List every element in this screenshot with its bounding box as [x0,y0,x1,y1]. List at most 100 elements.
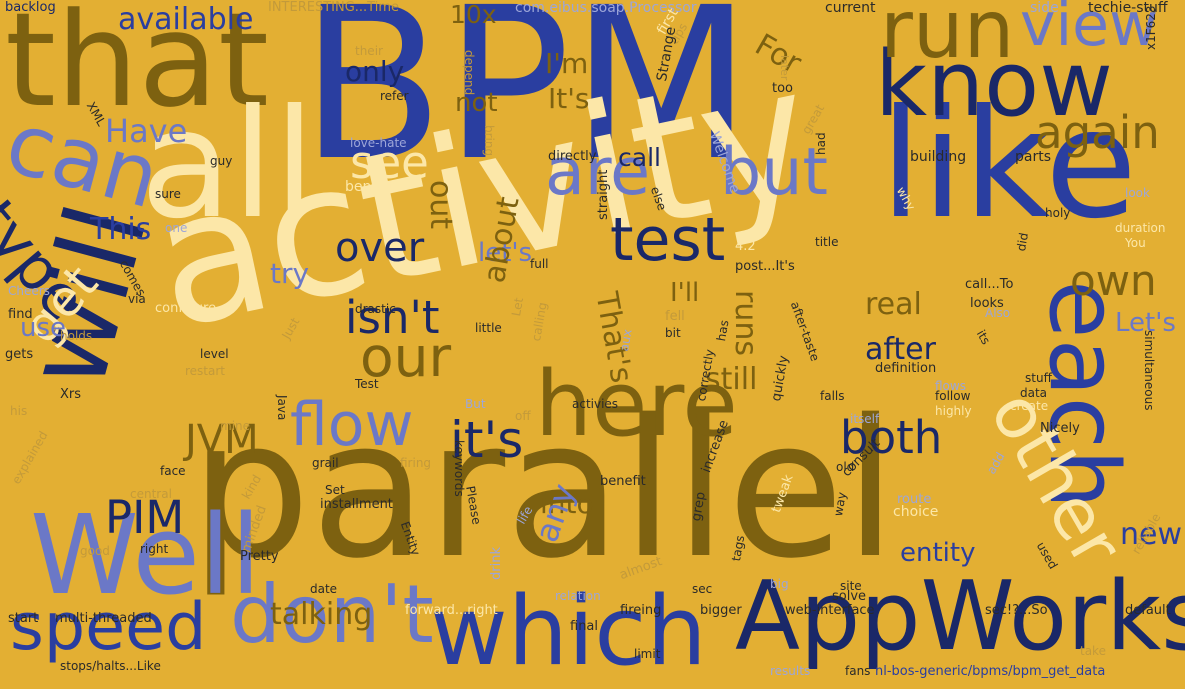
word-web-interface: web-interface [785,603,875,618]
word-love-hate: love-hate [350,136,407,150]
word-all: all [140,78,316,252]
word-runs: runs [728,290,763,356]
word-bigger: bigger [700,603,742,618]
word-create: create [1010,399,1049,413]
word-our: our [360,325,452,389]
word-look: look [1125,186,1150,200]
word-still: still [705,362,758,397]
word-parallel: parallel [190,379,897,600]
word-bring: bring [482,125,496,157]
word-see: see [350,136,429,189]
word-building: building [910,149,967,165]
word-not: not [455,88,498,118]
word-highly: highly [935,404,972,418]
word-one: one [165,221,188,235]
word-call-to: call...To [965,277,1014,292]
word-title: title [815,235,839,249]
word-depend: depend [462,50,476,96]
word-i-ll: I'll [670,278,700,308]
word-flow: flow [290,390,414,460]
word-available: available [118,2,254,37]
word-central: central [130,487,172,501]
word-know: know [875,32,1113,137]
word-holds: holds [60,329,93,343]
word-nl-bos-generic-bpms-bpm-get-data: nl-bos-generic/bpms/bpm_get_data [875,664,1106,679]
word-try: try [270,257,310,290]
word-10x: 10x [450,0,497,29]
word-fell: fell [665,309,685,324]
word-xrs: Xrs [60,387,82,402]
word-sec-so: sec!?...So [985,603,1048,618]
word-holy: holy [1045,206,1071,220]
word-parts: parts [1015,149,1052,165]
word-sure: sure [155,187,181,201]
word-don-t: don't [230,568,434,661]
word-only: only [345,55,405,88]
word-but: but [720,135,828,210]
word-configure: configure [155,301,217,316]
word-solve: solve [832,589,867,604]
word-right: right [140,542,169,556]
word-has: has [714,318,732,343]
word-take: take [1080,644,1106,658]
word-face: face [160,464,186,478]
word-old: old [836,460,855,474]
word-simultaneous: simultaneous [1142,330,1156,411]
word-his: his [10,404,28,418]
word-out: out [423,180,458,230]
word-appworks: AppWorks [735,562,1185,672]
word-fireing: fireing [620,603,662,618]
word-side: side [1030,0,1059,16]
word-aux: aux [617,328,635,353]
word-both: both [840,411,943,464]
word-good: good [80,544,110,558]
word-choice: choice [893,504,939,520]
word-speed: speed [10,590,207,665]
word-own: own [1070,256,1157,305]
word-x1f623: x1F623 [1144,5,1158,50]
word-after-taste: after-taste [787,299,823,364]
word-interesting-time: INTERESTING...Time [268,0,399,15]
word-falls: falls [820,389,845,403]
word-looks: looks [970,296,1004,311]
word-bit: bit [665,326,681,340]
word-did: did [1014,231,1032,253]
word-route: route [897,492,932,507]
word-flows: flows [935,379,966,393]
word-benefits: benefits [345,179,402,195]
word-relation: relation [555,589,601,603]
word-great: great [799,102,828,137]
word-test: Test [355,377,379,391]
word-are: are [545,135,651,210]
word-bpm: BPM [300,0,752,207]
word-add: add [984,449,1008,477]
word-that: that [5,0,269,136]
word-into: into [540,487,594,520]
word-stuff: stuff [1025,371,1052,385]
word-cheers: Cheers [8,284,50,298]
word-pim: PIM [105,491,185,544]
word-limit: limit [634,647,661,661]
word-drastic: drastic [355,302,396,316]
word-later: later [778,55,791,81]
word-explained: explained [9,428,51,487]
word-too: too [772,81,794,96]
word-default: default [1125,603,1171,618]
word-let-s: Let's [1115,308,1176,338]
word-but: But [465,397,486,411]
word-after: after [865,332,936,367]
word-have: Have [105,112,188,150]
word-drink: drink [489,547,504,580]
word-again: again [1035,106,1160,159]
word-firing: firing [400,456,432,470]
word-test: test [610,205,726,275]
word-well: Well [30,491,262,619]
word-talking: talking [270,597,373,632]
word-calling: calling [529,301,550,343]
word-level: level [200,347,229,361]
word-it-s: it's [450,411,524,469]
word-mine: mine [220,419,251,433]
word-pretty: Pretty [240,549,279,564]
word-little: little [475,321,502,335]
word-follow: follow [935,389,971,403]
